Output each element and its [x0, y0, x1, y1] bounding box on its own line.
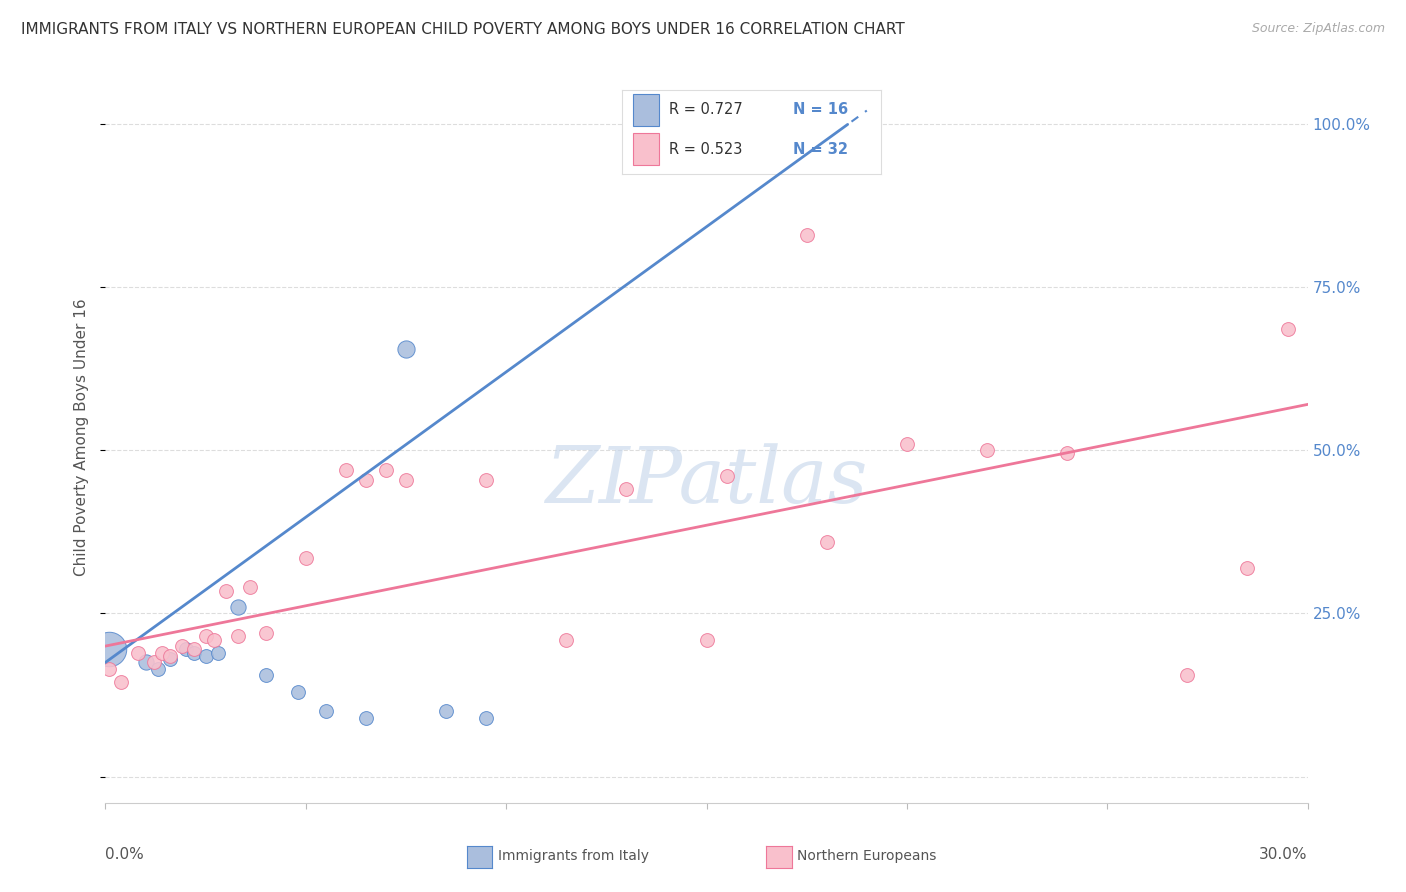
Point: [395, 342, 418, 356]
Point: [174, 642, 197, 657]
Point: [226, 629, 249, 643]
Point: [434, 705, 457, 719]
Point: [127, 646, 149, 660]
Point: [335, 463, 357, 477]
Point: [226, 599, 249, 614]
Point: [976, 443, 998, 458]
Text: ZIPatlas: ZIPatlas: [546, 442, 868, 519]
Point: [110, 675, 132, 690]
Point: [202, 632, 225, 647]
Point: [1056, 446, 1078, 460]
Point: [315, 705, 337, 719]
Point: [696, 632, 718, 647]
Point: [194, 629, 217, 643]
Point: [159, 652, 181, 666]
Point: [214, 583, 236, 598]
Point: [207, 646, 229, 660]
Point: [616, 483, 638, 497]
Point: [159, 648, 181, 663]
Point: [716, 469, 738, 483]
Point: [194, 648, 217, 663]
Point: [374, 463, 398, 477]
Point: [287, 685, 309, 699]
Point: [170, 639, 193, 653]
Point: [1277, 322, 1299, 336]
Point: [183, 646, 205, 660]
Point: [896, 436, 918, 450]
Point: [135, 656, 157, 670]
Point: [254, 668, 277, 682]
Point: [354, 473, 377, 487]
Point: [239, 580, 262, 594]
Text: Source: ZipAtlas.com: Source: ZipAtlas.com: [1251, 22, 1385, 36]
Text: 30.0%: 30.0%: [1260, 847, 1308, 862]
Point: [1175, 668, 1198, 682]
Point: [146, 662, 169, 676]
Text: Immigrants from Italy: Immigrants from Italy: [498, 849, 648, 863]
Point: [354, 711, 377, 725]
Point: [142, 656, 165, 670]
Point: [98, 642, 121, 657]
Point: [295, 550, 318, 565]
Point: [150, 646, 173, 660]
Point: [395, 473, 418, 487]
Point: [1236, 560, 1258, 574]
Text: 0.0%: 0.0%: [105, 847, 145, 862]
Point: [98, 662, 121, 676]
Point: [254, 626, 277, 640]
Text: IMMIGRANTS FROM ITALY VS NORTHERN EUROPEAN CHILD POVERTY AMONG BOYS UNDER 16 COR: IMMIGRANTS FROM ITALY VS NORTHERN EUROPE…: [21, 22, 905, 37]
Point: [475, 711, 498, 725]
Text: Northern Europeans: Northern Europeans: [797, 849, 936, 863]
Point: [815, 534, 838, 549]
Point: [475, 473, 498, 487]
Point: [796, 227, 818, 242]
Point: [183, 642, 205, 657]
Point: [555, 632, 578, 647]
Y-axis label: Child Poverty Among Boys Under 16: Child Poverty Among Boys Under 16: [75, 298, 90, 576]
